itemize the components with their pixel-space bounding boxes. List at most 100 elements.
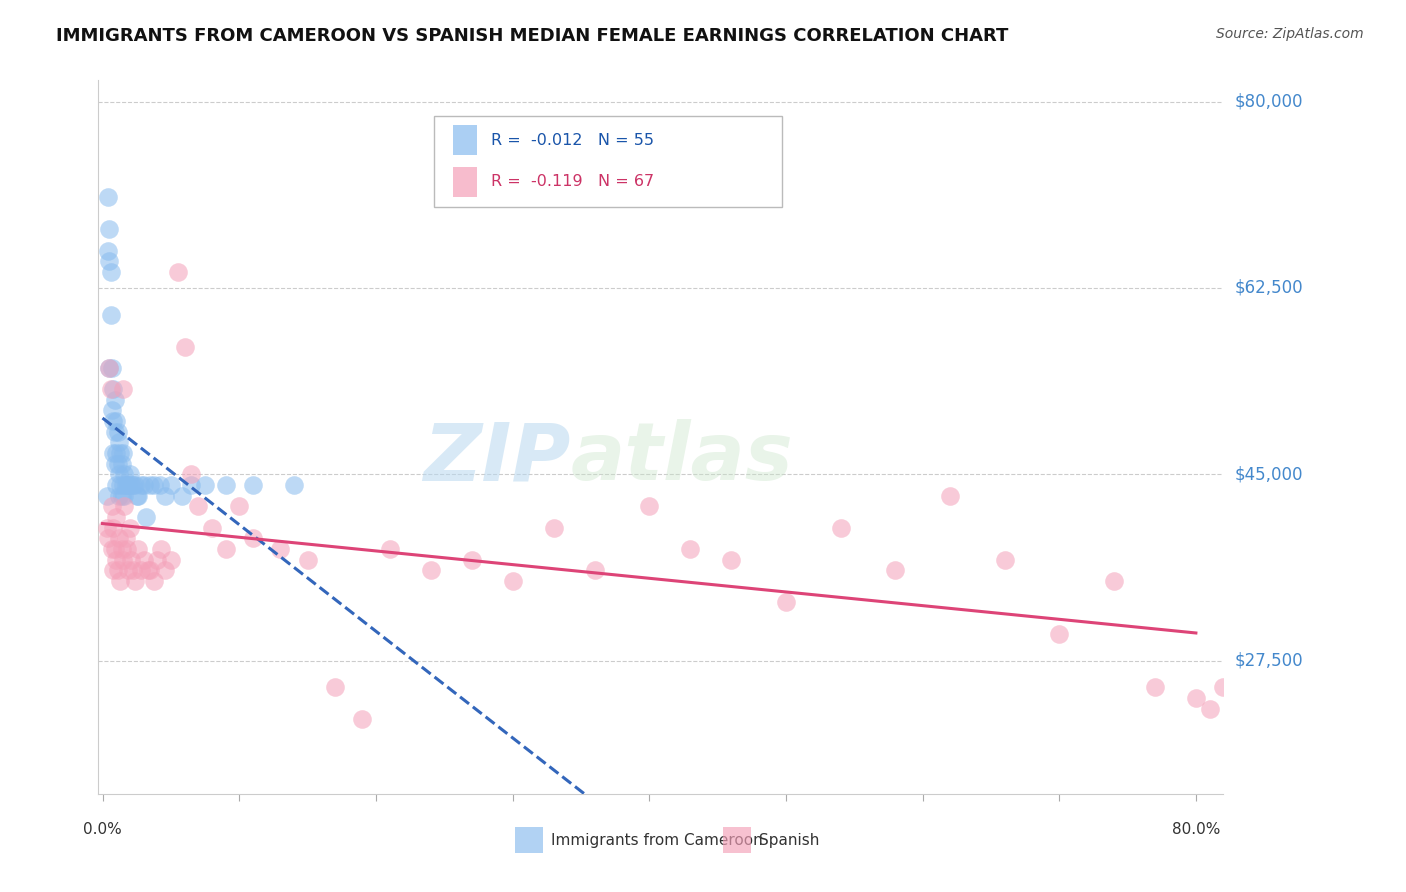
- Point: [242, 531, 264, 545]
- FancyBboxPatch shape: [433, 116, 782, 207]
- Point: [638, 500, 661, 514]
- Point: [720, 552, 742, 566]
- Point: [98, 222, 121, 236]
- Point: [1047, 627, 1070, 641]
- Point: [127, 489, 149, 503]
- Point: [180, 478, 202, 492]
- Text: R =  -0.119   N = 67: R = -0.119 N = 67: [491, 174, 654, 189]
- Point: [460, 552, 482, 566]
- Point: [679, 541, 702, 556]
- Point: [103, 520, 125, 534]
- Point: [242, 478, 264, 492]
- Point: [103, 563, 125, 577]
- Point: [104, 392, 127, 407]
- Point: [143, 574, 166, 588]
- Point: [111, 382, 134, 396]
- Point: [103, 382, 125, 396]
- Point: [160, 552, 183, 566]
- Point: [166, 265, 188, 279]
- Point: [124, 478, 146, 492]
- Text: $80,000: $80,000: [1234, 93, 1302, 111]
- Point: [117, 563, 139, 577]
- Point: [214, 541, 236, 556]
- Point: [583, 563, 606, 577]
- Point: [121, 563, 143, 577]
- Point: [105, 478, 128, 492]
- Point: [1198, 701, 1220, 715]
- Point: [107, 457, 129, 471]
- Point: [108, 531, 131, 545]
- Text: IMMIGRANTS FROM CAMEROON VS SPANISH MEDIAN FEMALE EARNINGS CORRELATION CHART: IMMIGRANTS FROM CAMEROON VS SPANISH MEDI…: [56, 27, 1008, 45]
- Point: [108, 489, 131, 503]
- FancyBboxPatch shape: [723, 828, 751, 853]
- Point: [884, 563, 907, 577]
- Point: [112, 467, 135, 482]
- Point: [111, 478, 134, 492]
- FancyBboxPatch shape: [515, 828, 543, 853]
- Point: [132, 552, 155, 566]
- Point: [103, 446, 125, 460]
- Point: [129, 478, 152, 492]
- Point: [97, 531, 120, 545]
- Point: [187, 500, 209, 514]
- Point: [111, 489, 134, 503]
- Point: [143, 478, 166, 492]
- Point: [97, 244, 120, 258]
- Point: [105, 446, 128, 460]
- Point: [283, 478, 305, 492]
- Point: [201, 520, 224, 534]
- Point: [114, 478, 136, 492]
- Point: [101, 403, 124, 417]
- Point: [775, 595, 797, 609]
- Point: [155, 489, 177, 503]
- Point: [1185, 691, 1208, 706]
- Point: [111, 457, 134, 471]
- Point: [107, 563, 129, 577]
- Point: [180, 467, 202, 482]
- Text: $62,500: $62,500: [1234, 279, 1303, 297]
- Point: [139, 478, 162, 492]
- Point: [149, 478, 172, 492]
- Point: [125, 489, 148, 503]
- Point: [323, 681, 346, 695]
- FancyBboxPatch shape: [453, 167, 478, 196]
- Point: [96, 520, 118, 534]
- Point: [160, 478, 183, 492]
- Point: [98, 254, 121, 268]
- Point: [98, 360, 121, 375]
- Point: [114, 531, 136, 545]
- Point: [993, 552, 1015, 566]
- Point: [129, 563, 152, 577]
- Point: [100, 308, 122, 322]
- Point: [543, 520, 565, 534]
- Text: Source: ZipAtlas.com: Source: ZipAtlas.com: [1216, 27, 1364, 41]
- Text: 0.0%: 0.0%: [83, 822, 122, 838]
- FancyBboxPatch shape: [453, 125, 478, 155]
- Point: [378, 541, 401, 556]
- Point: [269, 541, 291, 556]
- Text: R =  -0.012   N = 55: R = -0.012 N = 55: [491, 133, 654, 148]
- Point: [105, 510, 128, 524]
- Point: [104, 541, 127, 556]
- Point: [104, 425, 127, 439]
- Point: [110, 574, 132, 588]
- Text: Spanish: Spanish: [759, 833, 820, 847]
- Point: [124, 574, 146, 588]
- Point: [97, 190, 120, 204]
- Point: [110, 478, 132, 492]
- Text: $27,500: $27,500: [1234, 652, 1303, 670]
- Point: [112, 489, 135, 503]
- Point: [105, 552, 128, 566]
- Text: $45,000: $45,000: [1234, 466, 1302, 483]
- Point: [100, 265, 122, 279]
- Point: [101, 500, 124, 514]
- Point: [100, 382, 122, 396]
- Point: [173, 340, 195, 354]
- Point: [101, 541, 124, 556]
- Point: [155, 563, 177, 577]
- Point: [105, 414, 128, 428]
- Point: [104, 457, 127, 471]
- Point: [1143, 681, 1166, 695]
- Point: [103, 414, 125, 428]
- Text: 80.0%: 80.0%: [1171, 822, 1220, 838]
